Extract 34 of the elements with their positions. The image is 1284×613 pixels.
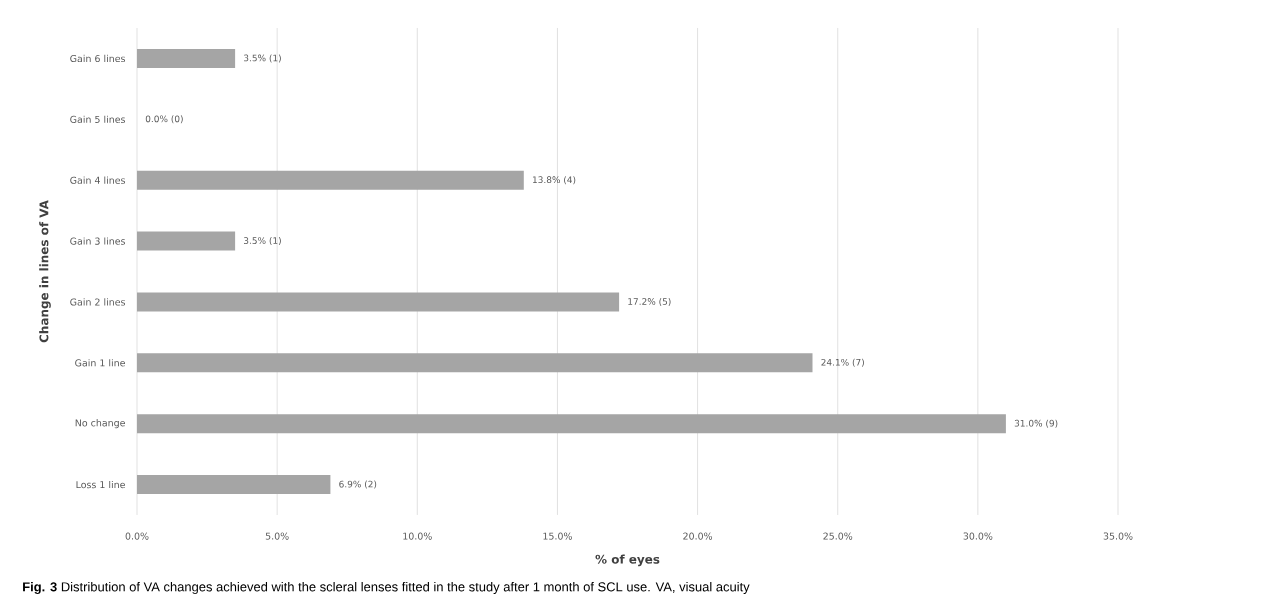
y-axis-title: Change in lines of VA xyxy=(39,200,51,343)
data-label: 6.9% (2) xyxy=(339,480,377,489)
x-tick-label: 0.0% xyxy=(125,532,149,540)
data-label: 13.8% (4) xyxy=(532,176,576,185)
x-tick-label: 25.0% xyxy=(823,532,853,540)
data-label: 3.5% (1) xyxy=(244,54,281,63)
data-label: 24.1% (7) xyxy=(821,358,864,367)
x-tick-label: 5.0% xyxy=(265,532,289,540)
data-label: 3.5% (1) xyxy=(244,237,281,246)
y-tick-label: Gain 2 lines xyxy=(70,298,126,306)
text: Fig. 3 Distribution of VA changes achieved with the scleral lenses fitted in the study after 1 month of SCL use. VA, visual acuity xyxy=(23,581,750,595)
x-tick-label: 35.0% xyxy=(1103,532,1133,540)
x-axis-title: % of eyes xyxy=(595,554,660,567)
bar xyxy=(137,475,331,495)
y-tick-label: Loss 1 line xyxy=(76,480,125,489)
y-tick-label: Gain 4 lines xyxy=(70,176,126,184)
x-tick-label: 30.0% xyxy=(963,532,993,540)
data-label: 17.2% (5) xyxy=(628,297,671,306)
bar xyxy=(137,48,236,68)
x-tick-label: 20.0% xyxy=(683,532,713,540)
y-tick-label: Gain 5 lines xyxy=(70,115,126,123)
bar xyxy=(137,170,524,190)
bar xyxy=(137,414,1006,434)
bar xyxy=(137,231,236,251)
bar xyxy=(137,353,813,373)
bar xyxy=(137,292,620,312)
data-label: 31.0% (9) xyxy=(1014,419,1058,428)
y-tick-label: Gain 3 lines xyxy=(70,237,126,245)
data-label: 0.0% (0) xyxy=(145,115,183,124)
x-tick-label: 10.0% xyxy=(403,532,432,540)
y-tick-label: Gain 6 lines xyxy=(70,54,126,63)
y-tick-label: Gain 1 line xyxy=(75,359,125,367)
x-tick-label: 15.0% xyxy=(543,532,572,540)
y-tick-label: No change xyxy=(75,419,125,429)
